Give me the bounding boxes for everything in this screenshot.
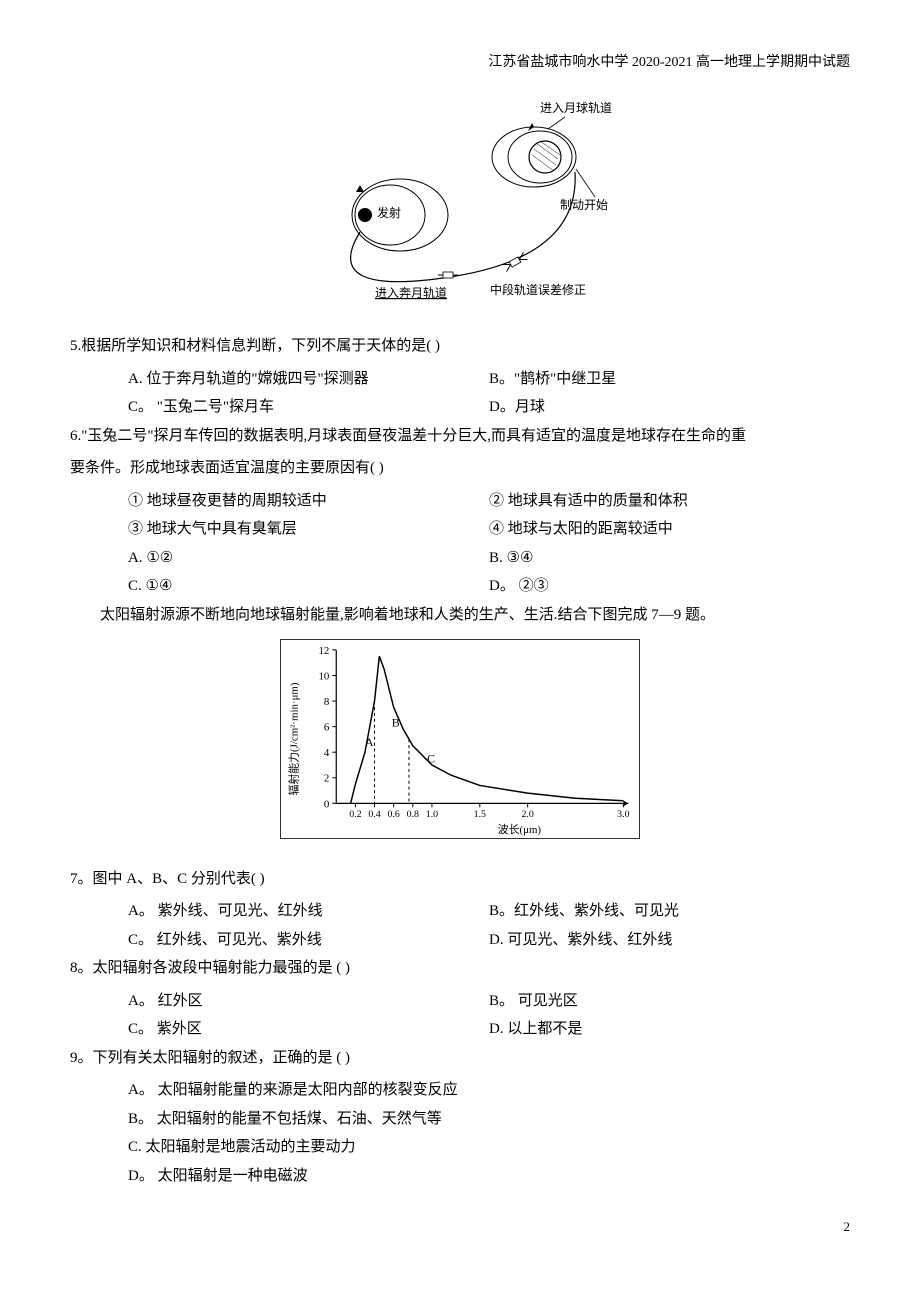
q5-option-a: A. 位于奔月轨道的"嫦娥四号"探测器 [128,365,489,394]
question-9: 9。下列有关太阳辐射的叙述，正确的是 ( ) [70,1044,850,1073]
svg-text:1.0: 1.0 [426,809,438,820]
q8-option-d: D. 以上都不是 [489,1015,850,1044]
page-number: 2 [844,1215,851,1240]
svg-text:0.6: 0.6 [387,809,399,820]
moon-orbit-diagram: 进入月球轨道 制动开始 发射 中段轨道误差修正 进入奔月轨道 [70,97,850,318]
q6-item-1: ① 地球昼夜更替的周期较适中 [128,487,489,516]
svg-text:0.2: 0.2 [349,809,361,820]
label-transfer: 进入奔月轨道 [375,286,447,300]
svg-text:4: 4 [324,747,330,759]
svg-text:6: 6 [324,722,330,734]
label-correction: 中段轨道误差修正 [490,282,586,297]
svg-text:波长(μm): 波长(μm) [498,823,542,836]
q9-option-a: A。 太阳辐射能量的来源是太阳内部的核裂变反应 [70,1076,850,1105]
label-brake: 制动开始 [560,198,608,212]
q6-option-b: B. ③④ [489,544,850,573]
q9-option-b: B。 太阳辐射的能量不包括煤、石油、天然气等 [70,1105,850,1134]
intro-7-9: 太阳辐射源源不断地向地球辐射能量,影响着地球和人类的生产、生活.结合下图完成 7… [70,601,850,630]
q6-item-2: ② 地球具有适中的质量和体积 [489,487,850,516]
q7-option-a: A。 紫外线、可见光、红外线 [128,897,489,926]
question-6-line1: 6."玉兔二号"探月车传回的数据表明,月球表面昼夜温差十分巨大,而具有适宜的温度… [70,422,850,451]
q6-item-3: ③ 地球大气中具有臭氧层 [128,515,489,544]
page-header: 江苏省盐城市响水中学 2020-2021 高一地理上学期期中试题 [70,50,850,77]
q6-item-4: ④ 地球与太阳的距离较适中 [489,515,850,544]
q7-option-c: C。 红外线、可见光、紫外线 [128,926,489,955]
svg-text:1.5: 1.5 [474,809,486,820]
q5-option-c: C。 "玉兔二号"探月车 [128,393,489,422]
q6-option-d: D。 ②③ [489,572,850,601]
q8-option-b: B。 可见光区 [489,987,850,1016]
svg-text:12: 12 [318,645,329,657]
question-5: 5.根据所学知识和材料信息判断，下列不属于天体的是( ) [70,332,850,361]
q5-option-b: B。"鹊桥"中继卫星 [489,365,850,394]
q7-option-d: D. 可见光、紫外线、红外线 [489,926,850,955]
svg-text:2.0: 2.0 [521,809,533,820]
svg-text:A: A [365,735,374,749]
svg-text:3.0: 3.0 [617,809,629,820]
svg-text:8: 8 [324,696,330,708]
svg-text:2: 2 [324,773,329,785]
q6-option-c: C. ①④ [128,572,489,601]
svg-text:C: C [427,752,435,766]
label-launch: 发射 [377,205,401,220]
question-7: 7。图中 A、B、C 分别代表( ) [70,865,850,894]
q6-option-a: A. ①② [128,544,489,573]
q8-option-a: A。 红外区 [128,987,489,1016]
svg-text:0.4: 0.4 [368,809,380,820]
svg-text:0.8: 0.8 [407,809,419,820]
q9-option-d: D。 太阳辐射是一种电磁波 [70,1162,850,1191]
q7-option-b: B。红外线、紫外线、可见光 [489,897,850,926]
svg-text:辐射能力(J/cm²·min·μm): 辐射能力(J/cm²·min·μm) [287,682,301,795]
question-6-line2: 要条件。形成地球表面适宜温度的主要原因有( ) [70,454,850,483]
svg-text:B: B [392,716,400,730]
q8-option-c: C。 紫外区 [128,1015,489,1044]
question-8: 8。太阳辐射各波段中辐射能力最强的是 ( ) [70,954,850,983]
svg-text:10: 10 [318,671,329,683]
radiation-chart: 0 2 4 6 8 10 12 0.2 0.4 0.6 0.8 1.0 1.5 2.0 3.0 辐射能力(J/… [70,639,850,850]
svg-text:0: 0 [324,798,330,810]
q9-option-c: C. 太阳辐射是地震活动的主要动力 [70,1133,850,1162]
q5-option-d: D。月球 [489,393,850,422]
label-enter-orbit: 进入月球轨道 [540,101,612,115]
